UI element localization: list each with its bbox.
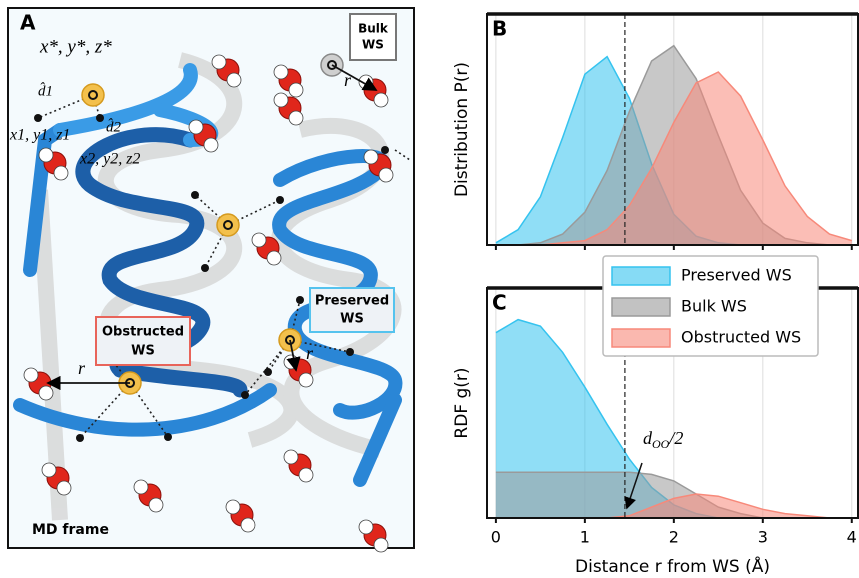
hydrogen (289, 111, 303, 125)
hydrogen (39, 386, 53, 400)
hydrogen (289, 83, 303, 97)
hydrogen (299, 468, 313, 482)
obstructed-label: WS (131, 344, 155, 359)
coord-label: x1, y1, z1 (9, 127, 70, 144)
hydrogen (54, 166, 68, 180)
hydrogen (212, 55, 226, 69)
panel-a: Bulk WS Preserved WS Obstructed WS A x*,… (8, 8, 414, 552)
obstructed-label: Obstructed (102, 325, 184, 340)
hydrogen (274, 65, 288, 79)
hydrogen (252, 233, 266, 247)
x-tick-label: 4 (847, 528, 857, 547)
hydrogen (299, 373, 313, 387)
hydrogen (42, 463, 56, 477)
legend-swatch (612, 329, 670, 347)
unit-vector-label: d̂1 (38, 82, 53, 99)
preserved-label: WS (340, 312, 364, 327)
hydrogen (134, 480, 148, 494)
legend-swatch (612, 298, 670, 316)
bulk-label: WS (362, 38, 384, 52)
hydrogen (227, 73, 241, 87)
r-label: r⃗ (78, 358, 99, 378)
hydrogen (374, 93, 388, 107)
hydrogen (57, 481, 71, 495)
legend-label: Bulk WS (681, 297, 747, 316)
hydrogen (24, 368, 38, 382)
hydrogen (226, 500, 240, 514)
x-tick-label: 1 (580, 528, 590, 547)
x-axis-label: Distance r from WS (Å) (575, 555, 770, 577)
hydrogen (364, 150, 378, 164)
x-tick-label: 3 (758, 528, 768, 547)
panel-label: C (492, 291, 507, 315)
annotation-part: OO (652, 437, 670, 451)
hydrogen (39, 148, 53, 162)
annotation-part: /2 (668, 428, 683, 448)
panel-label: A (20, 11, 36, 35)
hydrogen (241, 518, 255, 532)
y-axis-label: RDF g(r) (452, 367, 472, 438)
legend-label: Obstructed WS (681, 328, 801, 347)
panel-label: B (492, 17, 507, 41)
unit-vector-label: d̂2 (106, 118, 122, 135)
hydrogen (379, 168, 393, 182)
hydrogen (284, 450, 298, 464)
hydrogen (267, 251, 281, 265)
y-axis-label: Distribution P(r) (452, 62, 472, 197)
coord-label: x2, y2, z2 (79, 151, 140, 168)
preserved-label: Preserved (315, 294, 389, 309)
r-label: r⃗ (306, 343, 327, 363)
coord-label: x*, y*, z* (39, 36, 112, 57)
legend-label: Preserved WS (681, 266, 792, 285)
figure: Bulk WS Preserved WS Obstructed WS A x*,… (0, 0, 859, 578)
bulk-label: Bulk (358, 22, 389, 36)
hydrogen (359, 520, 373, 534)
frame-label: MD frame (32, 522, 109, 538)
hydrogen (374, 538, 388, 552)
r-label: r⃗ (344, 70, 365, 90)
x-tick-label: 0 (491, 528, 501, 547)
legend-swatch (612, 267, 670, 285)
hydrogen (149, 498, 163, 512)
hydrogen (189, 120, 203, 134)
x-tick-label: 2 (669, 528, 679, 547)
hydrogen (274, 93, 288, 107)
charts: B Distribution P(r) 0 1 2 3 4 C RDF g(r) Distance… (452, 14, 858, 577)
hydrogen (204, 138, 218, 152)
